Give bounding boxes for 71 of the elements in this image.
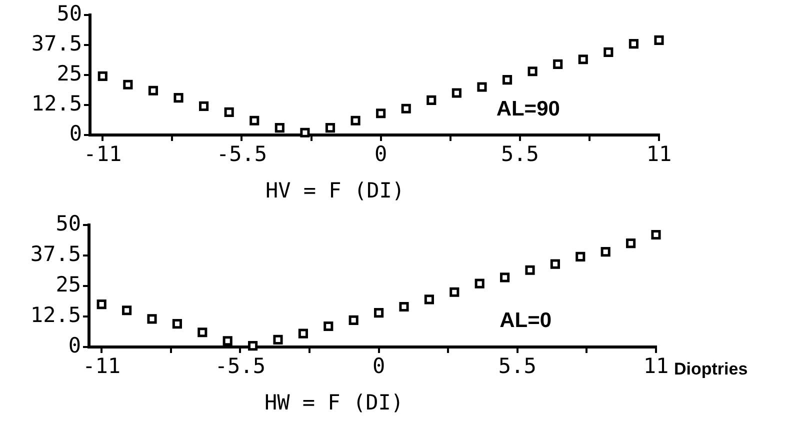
x-tick-label: -5.5 (216, 142, 268, 166)
y-tick-label: 37.5 (31, 31, 82, 56)
point (500, 272, 510, 282)
x-tick-label: 11 (646, 142, 672, 166)
annotation: AL=0 (500, 309, 552, 332)
point (224, 107, 234, 117)
point (98, 71, 108, 81)
point (350, 116, 360, 126)
point (654, 35, 664, 45)
point (148, 86, 158, 96)
point (198, 328, 208, 338)
point (273, 334, 283, 344)
point (274, 123, 284, 133)
point (553, 59, 563, 69)
point (502, 75, 512, 85)
point (477, 82, 487, 92)
point (172, 319, 182, 329)
point (550, 259, 560, 269)
x-axis-title: Dioptries (674, 360, 748, 379)
y-tick-label: 37.5 (30, 242, 81, 266)
point (348, 315, 358, 325)
point (578, 54, 588, 64)
point (628, 39, 638, 49)
point (122, 306, 132, 316)
point (651, 230, 661, 240)
point (576, 252, 586, 262)
point (222, 336, 232, 346)
point (450, 287, 460, 297)
point (374, 308, 384, 318)
point (123, 80, 133, 90)
x-tick-label: 0 (372, 354, 386, 378)
point (325, 123, 336, 133)
x-tick-label: 0 (374, 142, 388, 166)
y-tick-label: 50 (56, 1, 82, 26)
x-tick-label: 5.5 (498, 354, 536, 378)
x-tick-label: 5.5 (500, 142, 539, 166)
point (426, 95, 436, 105)
point (298, 328, 308, 338)
point (300, 128, 310, 138)
point (528, 66, 538, 76)
y-tick-label: 0 (68, 333, 81, 358)
x-tick-label: 11 (643, 354, 669, 378)
y-tick-label: 0 (69, 121, 82, 146)
x-tick-label: -11 (84, 142, 122, 166)
y-tick-label: 25 (56, 272, 81, 296)
point (324, 321, 334, 332)
annotation: AL=90 (496, 98, 560, 121)
y-tick-label: 12.5 (30, 302, 81, 327)
point (199, 101, 209, 111)
y-tick-label: 25 (56, 61, 82, 86)
point (376, 108, 386, 118)
point (525, 265, 535, 275)
point (174, 93, 184, 103)
point (452, 88, 462, 98)
point (248, 340, 258, 351)
x-tick-label: -5.5 (214, 354, 266, 378)
text: HW = F (DI) (264, 390, 404, 414)
point (401, 104, 411, 114)
point (474, 278, 484, 288)
point (399, 302, 409, 312)
point (147, 314, 157, 324)
point (604, 47, 614, 57)
point (96, 300, 106, 310)
point (424, 294, 434, 304)
point (250, 116, 260, 126)
y-tick-label: 50 (56, 211, 81, 236)
text: HV = F (DI) (265, 178, 405, 202)
point (600, 247, 610, 257)
point (626, 238, 636, 248)
y-tick-label: 12.5 (31, 91, 82, 116)
x-tick-label: -11 (82, 354, 121, 378)
